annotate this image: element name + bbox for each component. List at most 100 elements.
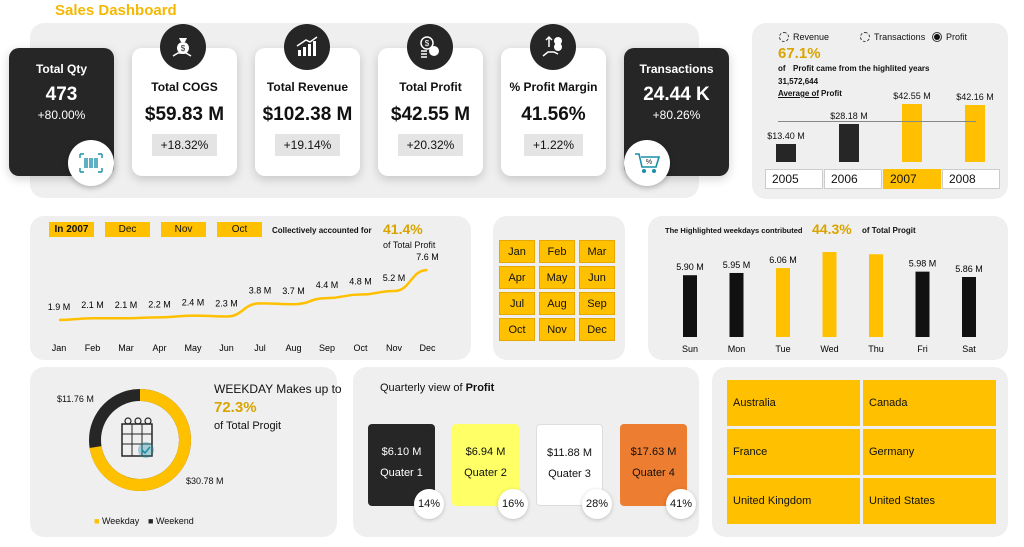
month-value-label: 2.1 M	[115, 300, 138, 310]
total-revenue-card[interactable]: Total Revenue $102.38 M +19.14%	[255, 48, 360, 176]
radio-profit[interactable]: Profit	[932, 32, 967, 42]
weekday-axis-label: Thu	[868, 344, 884, 354]
month-button-sep[interactable]: Sep	[579, 292, 615, 315]
donut-weekday-slice[interactable]	[89, 389, 191, 491]
calendar-icon	[118, 416, 160, 467]
quarter-value: $17.63 M	[630, 446, 677, 458]
average-label: Average of	[778, 89, 820, 98]
filter-chip-nov[interactable]: Nov	[161, 222, 206, 237]
total-profit-label: Total Profit	[399, 80, 462, 94]
transactions-value: 24.44 K	[643, 84, 710, 105]
month-button-feb[interactable]: Feb	[539, 240, 575, 263]
collectively-text: Collectively accounted for	[272, 226, 372, 235]
quarterly-title: Quarterly view of Profit	[380, 382, 494, 394]
radio-transactions[interactable]: Transactions	[860, 32, 925, 42]
legend-weekend-label: Weekend	[155, 516, 194, 526]
month-axis-label: Jun	[219, 343, 234, 353]
month-value-label: 2.3 M	[215, 298, 238, 308]
month-axis-label: Jan	[52, 343, 67, 353]
month-value-label: 4.4 M	[316, 280, 339, 290]
month-button-oct[interactable]: Oct	[499, 318, 535, 341]
month-axis-label: Aug	[285, 343, 301, 353]
month-value-label: 2.4 M	[182, 298, 205, 308]
total-cogs-label: Total COGS	[151, 80, 218, 94]
weekday-bar[interactable]	[869, 254, 883, 337]
month-value-label: 3.7 M	[282, 286, 305, 296]
total-profit-change: +20.32%	[397, 134, 464, 156]
month-button-may[interactable]: May	[539, 266, 575, 289]
month-button-jul[interactable]: Jul	[499, 292, 535, 315]
country-button-united-states[interactable]: United States	[863, 478, 996, 524]
donut-pct: 72.3%	[214, 399, 257, 416]
profit-margin-card[interactable]: % Profit Margin 41.56% +1.22%	[501, 48, 606, 176]
filter-chip-dec[interactable]: Dec	[105, 222, 150, 237]
donut-headline: WEEKDAY Makes up to	[214, 382, 342, 396]
month-axis-label: Oct	[353, 343, 368, 353]
weekday-bar[interactable]	[776, 268, 790, 337]
year-bar[interactable]	[965, 104, 985, 162]
monthly-of-total: of Total Profit	[383, 240, 436, 250]
month-button-jun[interactable]: Jun	[579, 266, 615, 289]
year-bar[interactable]	[902, 104, 922, 162]
weekday-pct: 44.3%	[812, 221, 852, 237]
country-button-united-kingdom[interactable]: United Kingdom	[727, 478, 860, 524]
total-cogs-card[interactable]: Total COGS $59.83 M +18.32%	[132, 48, 237, 176]
legend-weekend: ■ Weekend	[148, 516, 194, 526]
month-value-label: 3.8 M	[249, 285, 272, 295]
quarter-value: $11.88 M	[546, 447, 593, 459]
country-button-france[interactable]: France	[727, 429, 860, 475]
filter-chip-oct[interactable]: Oct	[217, 222, 262, 237]
quarter-value: $6.94 M	[465, 446, 506, 458]
radio-dot	[934, 34, 940, 40]
growth-chart-icon	[284, 24, 330, 70]
quarterly-title-metric: Profit	[465, 382, 495, 394]
weekday-bar[interactable]	[962, 277, 976, 337]
weekday-axis-label: Mon	[728, 344, 746, 354]
year-filter-2007[interactable]: 2007	[883, 169, 941, 189]
profit-margin-value: 41.56%	[521, 104, 586, 125]
quarter-value: $6.10 M	[381, 446, 422, 458]
profit-margin-label: % Profit Margin	[509, 80, 598, 94]
month-button-aug[interactable]: Aug	[539, 292, 575, 315]
legend-weekday-label: Weekday	[101, 516, 140, 526]
weekday-value-label: 5.86 M	[955, 264, 983, 274]
year-filter-2008[interactable]: 2008	[942, 169, 1000, 189]
weekday-bar[interactable]	[683, 275, 697, 337]
profit-margin-change: +1.22%	[523, 134, 584, 156]
transactions-card[interactable]: Transactions 24.44 K +80.26%	[624, 48, 729, 176]
total-profit-value: $42.55 M	[390, 104, 471, 125]
total-cogs-change: +18.32%	[151, 134, 218, 156]
country-button-australia[interactable]: Australia	[727, 380, 860, 426]
radio-label: Revenue	[793, 32, 830, 42]
year-bar[interactable]	[776, 143, 796, 162]
weekday-intro: The Highlighted weekdays contributed	[665, 226, 803, 235]
weekday-bar[interactable]	[729, 272, 744, 337]
month-button-mar[interactable]: Mar	[579, 240, 615, 263]
month-button-dec[interactable]: Dec	[579, 318, 615, 341]
country-button-germany[interactable]: Germany	[863, 429, 996, 475]
radio-revenue[interactable]: Revenue	[779, 32, 829, 42]
average-metric: Profit	[821, 89, 842, 98]
year-filter-2006[interactable]: 2006	[824, 169, 882, 189]
transactions-label: Transactions	[639, 62, 714, 76]
quarter-card-2[interactable]: $6.94 M Quater 2	[452, 424, 519, 506]
weekday-bar[interactable]	[822, 252, 837, 337]
shopping-cart-icon: %	[624, 140, 670, 186]
radio-circle	[779, 32, 789, 42]
coin-hand-icon	[530, 24, 576, 70]
month-button-apr[interactable]: Apr	[499, 266, 535, 289]
month-value-label: 2.1 M	[81, 300, 104, 310]
weekday-bar[interactable]	[915, 271, 930, 337]
year-bar[interactable]	[839, 123, 859, 162]
weekday-value-label: 6.06 M	[769, 255, 797, 265]
total-qty-label: Total Qty	[35, 62, 88, 76]
filter-chip-in-2007[interactable]: In 2007	[49, 222, 94, 237]
month-axis-label: Nov	[386, 343, 403, 353]
month-button-nov[interactable]: Nov	[539, 318, 575, 341]
country-button-canada[interactable]: Canada	[863, 380, 996, 426]
radio-circle	[932, 32, 942, 42]
month-button-jan[interactable]: Jan	[499, 240, 535, 263]
year-filter-2005[interactable]: 2005	[765, 169, 823, 189]
month-value-label: 2.2 M	[148, 299, 171, 309]
monthly-pct: 41.4%	[383, 221, 423, 237]
